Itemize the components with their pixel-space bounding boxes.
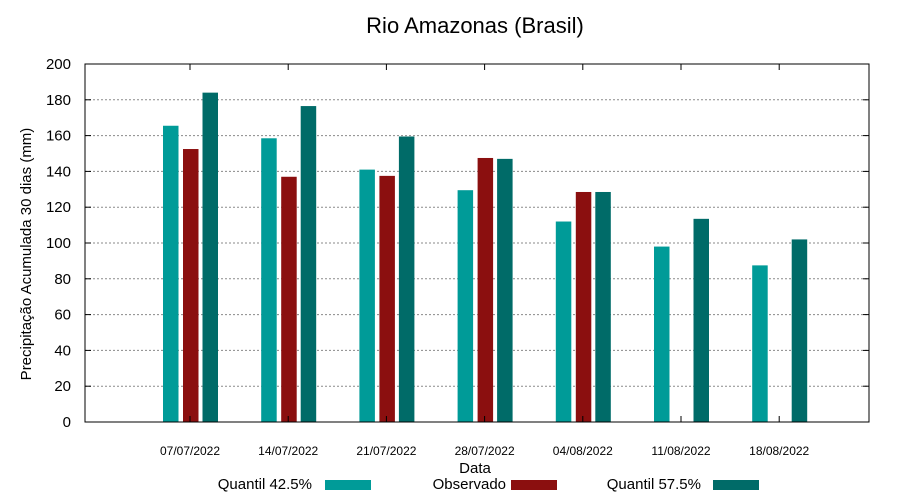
x-tick-label: 04/08/2022 [553, 444, 613, 458]
x-axis-ticks: 07/07/2022 14/07/2022 21/07/2022 28/07/2022… [160, 64, 810, 458]
x-tick-label: 21/07/2022 [356, 444, 416, 458]
bar [163, 125, 179, 422]
legend-swatch [325, 480, 371, 490]
legend-label: Observado [433, 476, 506, 493]
bar [202, 92, 218, 422]
y-tick-label: 20 [54, 378, 71, 395]
bar [497, 158, 513, 422]
bar [379, 175, 395, 422]
x-tick-label: 11/08/2022 [651, 444, 710, 458]
y-tick-label: 100 [46, 235, 71, 252]
x-tick-label: 18/08/2022 [749, 444, 809, 458]
bar [752, 265, 768, 422]
grid [85, 99, 869, 387]
y-tick-label: 120 [46, 199, 71, 216]
bars [163, 92, 808, 422]
x-tick-label: 28/07/2022 [455, 444, 515, 458]
bar [791, 239, 808, 422]
y-axis-ticks: 0 20 40 60 80 100 120 140 160 180 200 [46, 56, 869, 431]
y-tick-label: 180 [46, 92, 71, 109]
bar [281, 176, 297, 422]
y-axis-label: Precipitação Acumulada 30 dias (mm) [18, 128, 35, 381]
y-tick-label: 40 [54, 342, 71, 359]
y-tick-label: 160 [46, 128, 71, 145]
y-tick-label: 60 [54, 307, 71, 324]
y-tick-label: 80 [54, 271, 71, 288]
legend: Quantil 42.5% Observado Quantil 57.5% [218, 476, 759, 493]
bar [398, 136, 415, 422]
y-tick-label: 0 [63, 414, 71, 431]
legend-swatch [511, 480, 557, 490]
bar [477, 157, 494, 422]
chart-title: Rio Amazonas (Brasil) [366, 13, 584, 38]
legend-swatch [713, 480, 759, 490]
bar [575, 191, 592, 422]
bar [300, 106, 317, 422]
legend-label: Quantil 57.5% [607, 476, 701, 493]
bar [457, 190, 474, 422]
bar [555, 221, 572, 422]
x-tick-label: 07/07/2022 [160, 444, 220, 458]
x-tick-label: 14/07/2022 [258, 444, 318, 458]
bar [693, 218, 709, 422]
x-axis-label: Data [459, 460, 491, 477]
bar [654, 246, 670, 422]
y-tick-label: 140 [46, 163, 71, 180]
y-tick-label: 200 [46, 56, 71, 73]
legend-label: Quantil 42.5% [218, 476, 312, 493]
bar [261, 138, 277, 422]
bar [183, 149, 199, 422]
bar [595, 191, 611, 422]
bar [359, 169, 375, 422]
